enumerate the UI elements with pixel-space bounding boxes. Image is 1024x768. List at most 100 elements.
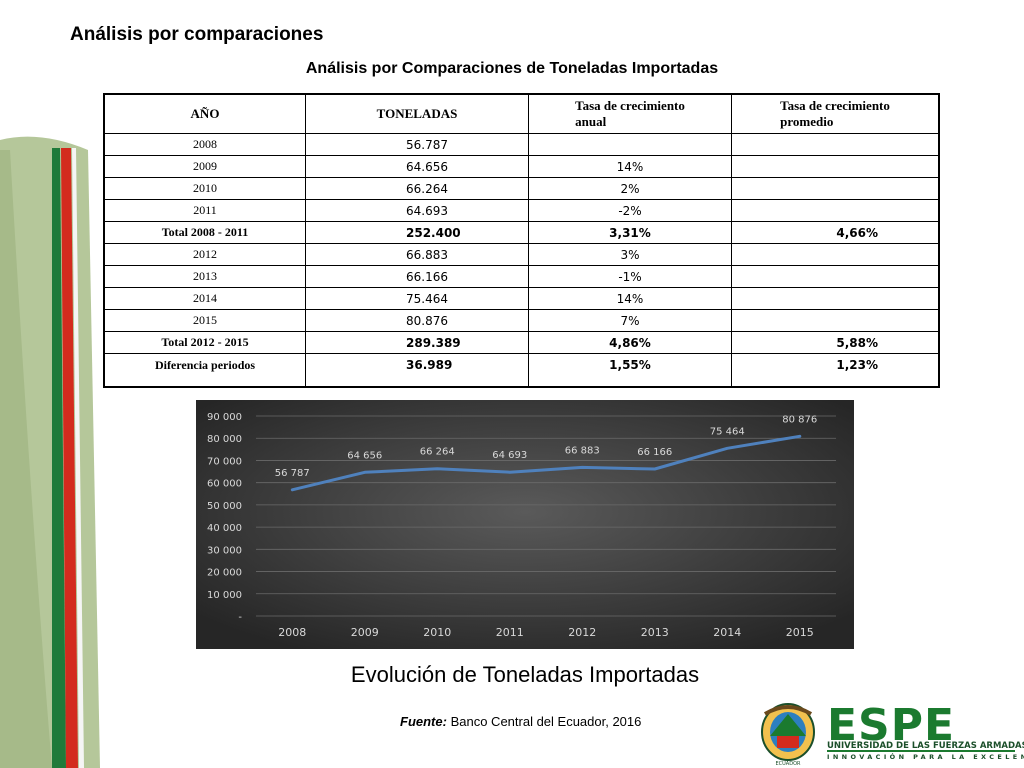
cell-annual-rate: 3,31% (528, 221, 732, 244)
header-avg-rate: Tasa de crecimiento promedio (731, 93, 940, 134)
cell-annual-rate (528, 133, 732, 156)
cell-avg-rate (731, 287, 940, 310)
cell-year: Diferencia periodos (103, 353, 306, 388)
source-text: Banco Central del Ecuador, 2016 (450, 714, 642, 729)
cell-year: 2009 (103, 155, 306, 178)
table-row: 2011 64.693 -2% (103, 199, 940, 222)
cell-avg-rate (731, 199, 940, 222)
cell-tons: 56.787 (305, 133, 529, 156)
university-seal-icon: ECUADOR (761, 703, 815, 767)
cell-tons: 252.400 (305, 221, 529, 244)
cell-year: Total 2008 - 2011 (103, 221, 306, 244)
cell-annual-rate: -1% (528, 265, 732, 288)
logo-line1: UNIVERSIDAD DE LAS FUERZAS ARMADAS (827, 741, 1024, 751)
y-tick-label: 80 000 (207, 434, 242, 445)
cell-tons: 66.166 (305, 265, 529, 288)
x-tick-label: 2008 (278, 626, 306, 639)
cell-year: 2014 (103, 287, 306, 310)
y-tick-label: 40 000 (207, 523, 242, 534)
cell-tons: 36.989 (305, 353, 529, 388)
y-tick-label: 20 000 (207, 568, 242, 579)
cell-annual-rate: 1,55% (528, 353, 732, 388)
chart-caption: Evolución de Toneladas Importadas (350, 662, 700, 687)
logo-line2: INNOVACIÓN PARA LA EXCELENCIA (827, 753, 1024, 761)
series-line (290, 434, 802, 492)
cell-year: 2011 (103, 199, 306, 222)
imports-table: AÑO TONELADAS Tasa de crecimiento anual … (103, 93, 940, 388)
table-row: Total 2012 - 2015 289.389 4,86% 5,88% (103, 331, 940, 354)
y-tick-label: 90 000 (207, 412, 242, 423)
data-label: 75 464 (710, 426, 745, 437)
cell-tons: 66.883 (305, 243, 529, 266)
table-row: 2009 64.656 14% (103, 155, 940, 178)
cell-avg-rate (731, 265, 940, 288)
x-tick-label: 2015 (786, 626, 814, 639)
cell-avg-rate (731, 133, 940, 156)
y-tick-label: 10 000 (207, 590, 242, 601)
cell-annual-rate: 7% (528, 309, 732, 332)
table-row: 2014 75.464 14% (103, 287, 940, 310)
y-tick-label: 30 000 (207, 545, 242, 556)
y-tick-label: 60 000 (207, 479, 242, 490)
cell-tons: 80.876 (305, 309, 529, 332)
data-label: 66 166 (637, 447, 672, 458)
data-label: 80 876 (782, 414, 817, 425)
cell-avg-rate: 1,23% (731, 353, 940, 388)
source-label: Fuente: (400, 714, 447, 729)
table-row: Diferencia periodos 36.989 1,55% 1,23% (103, 353, 940, 388)
data-label: 66 264 (420, 447, 455, 458)
cell-annual-rate: 4,86% (528, 331, 732, 354)
cell-avg-rate: 5,88% (731, 331, 940, 354)
y-tick-label: - (238, 612, 242, 623)
cell-annual-rate: 3% (528, 243, 732, 266)
data-label: 56 787 (275, 468, 310, 479)
cell-annual-rate: 2% (528, 177, 732, 200)
logo-text: ESPE (827, 700, 956, 751)
cell-avg-rate (731, 155, 940, 178)
cell-tons: 66.264 (305, 177, 529, 200)
table-title: Análisis por Comparaciones de Toneladas … (305, 60, 719, 77)
table-row: 2015 80.876 7% (103, 309, 940, 332)
header-year: AÑO (103, 93, 306, 134)
tons-line-chart: - 10 000 20 000 30 000 40 000 50 000 60 000 70 … (196, 400, 854, 649)
left-decoration (0, 136, 100, 768)
slide-heading: Análisis por comparaciones (70, 24, 324, 45)
cell-year: 2012 (103, 243, 306, 266)
logo-divider (827, 750, 1015, 752)
x-tick-label: 2010 (423, 626, 451, 639)
header-annual-rate-text: Tasa de crecimiento anual (575, 98, 685, 129)
seal-label: ECUADOR (776, 761, 802, 767)
data-label: 64 693 (492, 450, 527, 461)
x-tick-label: 2013 (641, 626, 669, 639)
cell-year: 2015 (103, 309, 306, 332)
x-tick-label: 2012 (568, 626, 596, 639)
cell-annual-rate: 14% (528, 287, 732, 310)
cell-tons: 75.464 (305, 287, 529, 310)
table-row: 2010 66.264 2% (103, 177, 940, 200)
data-label: 66 883 (565, 445, 600, 456)
cell-tons: 64.656 (305, 155, 529, 178)
header-avg-rate-text: Tasa de crecimiento promedio (780, 98, 890, 129)
cell-avg-rate (731, 243, 940, 266)
table-row: Total 2008 - 2011 252.400 3,31% 4,66% (103, 221, 940, 244)
table-row: 2013 66.166 -1% (103, 265, 940, 288)
cell-avg-rate: 4,66% (731, 221, 940, 244)
cell-annual-rate: -2% (528, 199, 732, 222)
cell-avg-rate (731, 177, 940, 200)
header-annual-rate: Tasa de crecimiento anual (528, 93, 732, 134)
cell-year: 2010 (103, 177, 306, 200)
table-row: 2012 66.883 3% (103, 243, 940, 266)
cell-tons: 64.693 (305, 199, 529, 222)
cell-year: 2013 (103, 265, 306, 288)
x-tick-label: 2014 (713, 626, 741, 639)
espe-logo: ECUADOR ESPE UNIVERSIDAD DE LAS FUERZAS … (755, 700, 1024, 768)
data-label: 64 656 (347, 450, 382, 461)
cell-annual-rate: 14% (528, 155, 732, 178)
cell-avg-rate (731, 309, 940, 332)
cell-year: Total 2012 - 2015 (103, 331, 306, 354)
cell-tons: 289.389 (305, 331, 529, 354)
table-row: 2008 56.787 (103, 133, 940, 156)
y-tick-label: 50 000 (207, 501, 242, 512)
table-header-row: AÑO TONELADAS Tasa de crecimiento anual … (103, 93, 940, 134)
chart-background (196, 400, 854, 649)
